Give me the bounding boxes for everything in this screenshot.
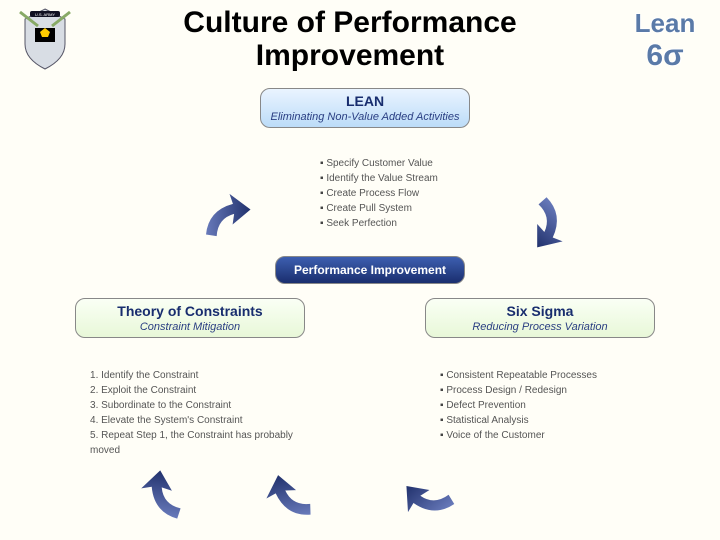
- lean-subtitle: Eliminating Non-Value Added Activities: [269, 111, 461, 123]
- toc-bullet: Repeat Step 1, the Constraint has probab…: [90, 428, 310, 458]
- toc-bullets: Identify the Constraint Exploit the Cons…: [90, 368, 310, 458]
- lean-six-sigma-badge: Lean 6σ: [620, 4, 710, 73]
- svg-text:U.S. ARMY: U.S. ARMY: [35, 12, 56, 17]
- center-label: Performance Improvement: [294, 263, 446, 277]
- cycle-arrow-icon: [396, 463, 464, 523]
- toc-box: Theory of Constraints Constraint Mitigat…: [75, 298, 305, 338]
- lean-bullets: Specify Customer Value Identify the Valu…: [320, 156, 520, 231]
- lean-bullet: Seek Perfection: [320, 216, 520, 231]
- sixsigma-bullet: Statistical Analysis: [440, 413, 660, 428]
- sixsigma-title: Six Sigma: [434, 303, 646, 319]
- toc-subtitle: Constraint Mitigation: [84, 321, 296, 333]
- page-title-line2: Improvement: [80, 39, 620, 72]
- sixsigma-bullet: Consistent Repeatable Processes: [440, 368, 660, 383]
- sixsigma-bullet: Defect Prevention: [440, 398, 660, 413]
- lean-box: LEAN Eliminating Non-Value Added Activit…: [260, 88, 470, 128]
- center-box: Performance Improvement: [275, 256, 465, 284]
- cycle-arrow-icon: [131, 455, 209, 532]
- badge-lean-text: Lean: [620, 8, 710, 39]
- sixsigma-bullets: Consistent Repeatable Processes Process …: [440, 368, 660, 443]
- sixsigma-bullet: Voice of the Customer: [440, 428, 660, 443]
- lean-bullet: Create Process Flow: [320, 186, 520, 201]
- toc-bullet: Elevate the System's Constraint: [90, 413, 310, 428]
- toc-bullet: Subordinate to the Constraint: [90, 398, 310, 413]
- sixsigma-subtitle: Reducing Process Variation: [434, 321, 646, 333]
- sixsigma-bullet: Process Design / Redesign: [440, 383, 660, 398]
- toc-bullet: Identify the Constraint: [90, 368, 310, 383]
- lean-title: LEAN: [269, 93, 461, 109]
- army-crest: U.S. ARMY: [10, 4, 80, 74]
- sixsigma-box: Six Sigma Reducing Process Variation: [425, 298, 655, 338]
- toc-bullet: Exploit the Constraint: [90, 383, 310, 398]
- lean-bullet: Specify Customer Value: [320, 156, 520, 171]
- toc-title: Theory of Constraints: [84, 303, 296, 319]
- cycle-arrow-icon: [258, 459, 331, 527]
- cycle-arrow-icon: [193, 185, 266, 262]
- lean-bullet: Identify the Value Stream: [320, 171, 520, 186]
- page-title-line1: Culture of Performance: [80, 6, 620, 39]
- lean-bullet: Create Pull System: [320, 201, 520, 216]
- performance-diagram: LEAN Eliminating Non-Value Added Activit…: [0, 78, 720, 518]
- badge-6sigma-text: 6σ: [620, 39, 710, 73]
